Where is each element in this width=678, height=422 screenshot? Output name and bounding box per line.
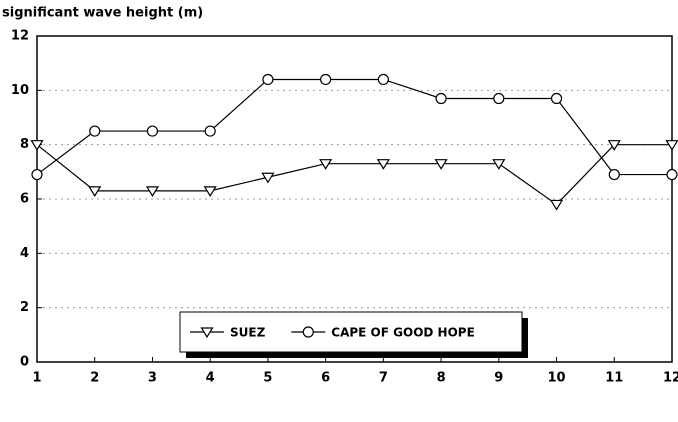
y-axis-label: significant wave height (m) <box>2 6 203 21</box>
marker <box>262 73 274 86</box>
marker <box>89 125 101 137</box>
marker <box>320 73 332 86</box>
marker <box>261 172 275 184</box>
marker <box>146 125 159 137</box>
x-tick-label: 8 <box>437 371 446 386</box>
x-tick-label: 11 <box>605 371 623 386</box>
marker <box>493 92 505 105</box>
marker <box>145 186 160 198</box>
marker <box>377 73 389 86</box>
y-tick-label: 12 <box>11 29 29 44</box>
marker <box>88 186 102 198</box>
y-tick-label: 8 <box>20 137 29 152</box>
marker <box>608 168 620 181</box>
marker <box>31 168 43 181</box>
marker <box>319 159 333 170</box>
legend <box>179 311 523 353</box>
y-tick-label: 4 <box>20 246 29 261</box>
legend-label: CAPE OF GOOD HOPE <box>331 326 474 340</box>
y-tick-label: 2 <box>20 300 29 315</box>
marker <box>607 140 621 151</box>
marker <box>376 159 390 170</box>
x-tick-label: 9 <box>494 371 503 386</box>
plot-frame <box>36 35 673 363</box>
marker <box>200 327 214 339</box>
marker <box>549 199 564 211</box>
marker <box>666 168 678 181</box>
marker <box>203 186 217 198</box>
marker <box>665 140 678 151</box>
y-tick-label: 10 <box>11 83 29 98</box>
x-tick-label: 12 <box>663 371 678 386</box>
marker <box>435 92 447 105</box>
marker <box>492 159 506 170</box>
x-tick-label: 4 <box>206 371 215 386</box>
legend-label: SUEZ <box>230 326 266 340</box>
x-tick-label: 6 <box>321 371 330 386</box>
x-tick-label: 7 <box>379 371 388 386</box>
marker <box>550 92 563 105</box>
series-line <box>36 78 672 176</box>
x-tick-label: 1 <box>32 371 41 386</box>
x-tick-label: 2 <box>90 371 99 386</box>
marker <box>434 159 448 170</box>
x-tick-label: 10 <box>547 371 565 386</box>
marker <box>204 125 216 137</box>
marker <box>30 140 44 151</box>
y-tick-label: 6 <box>20 192 29 207</box>
marker <box>302 326 314 338</box>
x-tick-label: 5 <box>263 371 272 386</box>
y-tick-label: 0 <box>20 355 29 370</box>
series-line <box>36 144 672 206</box>
x-tick-label: 3 <box>148 371 157 386</box>
